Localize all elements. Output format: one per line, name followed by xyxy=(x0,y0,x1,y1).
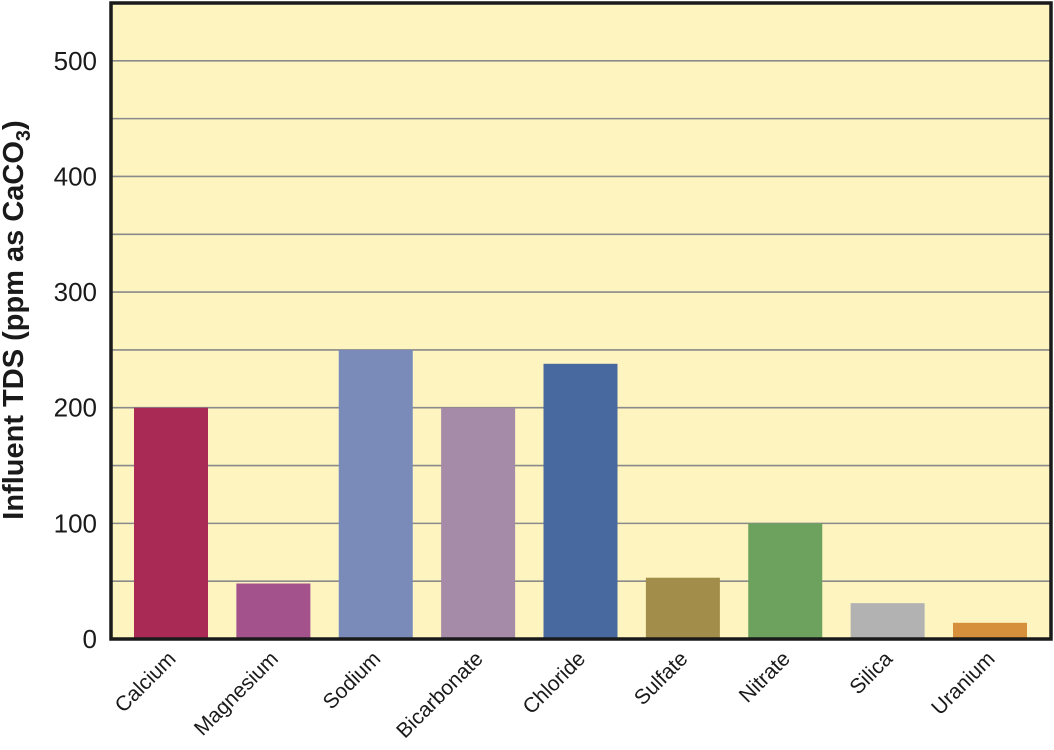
x-tick-label: Bicarbonate xyxy=(392,647,488,743)
x-tick-label: Sulfate xyxy=(630,647,693,710)
bars xyxy=(134,349,1027,639)
y-tick-label: 400 xyxy=(54,161,97,191)
bar-bicarbonate xyxy=(441,407,516,639)
bar-sulfate xyxy=(645,577,720,639)
x-tick-label: Calcium xyxy=(111,647,181,717)
x-axis-labels: Calcium Magnesium Sodium Bicarbonate Chlorid… xyxy=(111,647,1000,743)
bar-magnesium xyxy=(236,583,311,639)
x-tick-label: Silica xyxy=(845,647,897,699)
bar-calcium xyxy=(134,407,208,639)
y-axis-title-subscript: 3 xyxy=(13,130,35,141)
y-tick-label: 500 xyxy=(54,46,97,76)
x-tick-label: Nitrate xyxy=(735,647,795,707)
bar-silica xyxy=(850,603,925,639)
y-axis-ticks: 0 100 200 300 400 500 xyxy=(54,46,97,654)
x-tick-label: Magnesium xyxy=(190,647,283,740)
y-tick-label: 0 xyxy=(83,624,97,654)
x-tick-label: Uranium xyxy=(927,647,999,719)
bar-chloride xyxy=(543,363,618,639)
x-tick-label: Sodium xyxy=(319,647,386,714)
x-tick-label: Chloride xyxy=(518,647,590,719)
y-axis-title-close: ) xyxy=(0,120,30,130)
bar-nitrate xyxy=(748,523,823,639)
plot-frame xyxy=(109,1,1053,641)
bar-uranium xyxy=(953,622,1027,639)
y-axis-title: Influent TDS (ppm as CaCO3) xyxy=(0,120,35,519)
y-tick-label: 100 xyxy=(54,508,97,538)
y-tick-label: 300 xyxy=(54,277,97,307)
y-axis-title-main: Influent TDS (ppm as CaCO xyxy=(0,141,30,520)
bar-sodium xyxy=(338,349,413,639)
y-tick-label: 200 xyxy=(54,393,97,423)
